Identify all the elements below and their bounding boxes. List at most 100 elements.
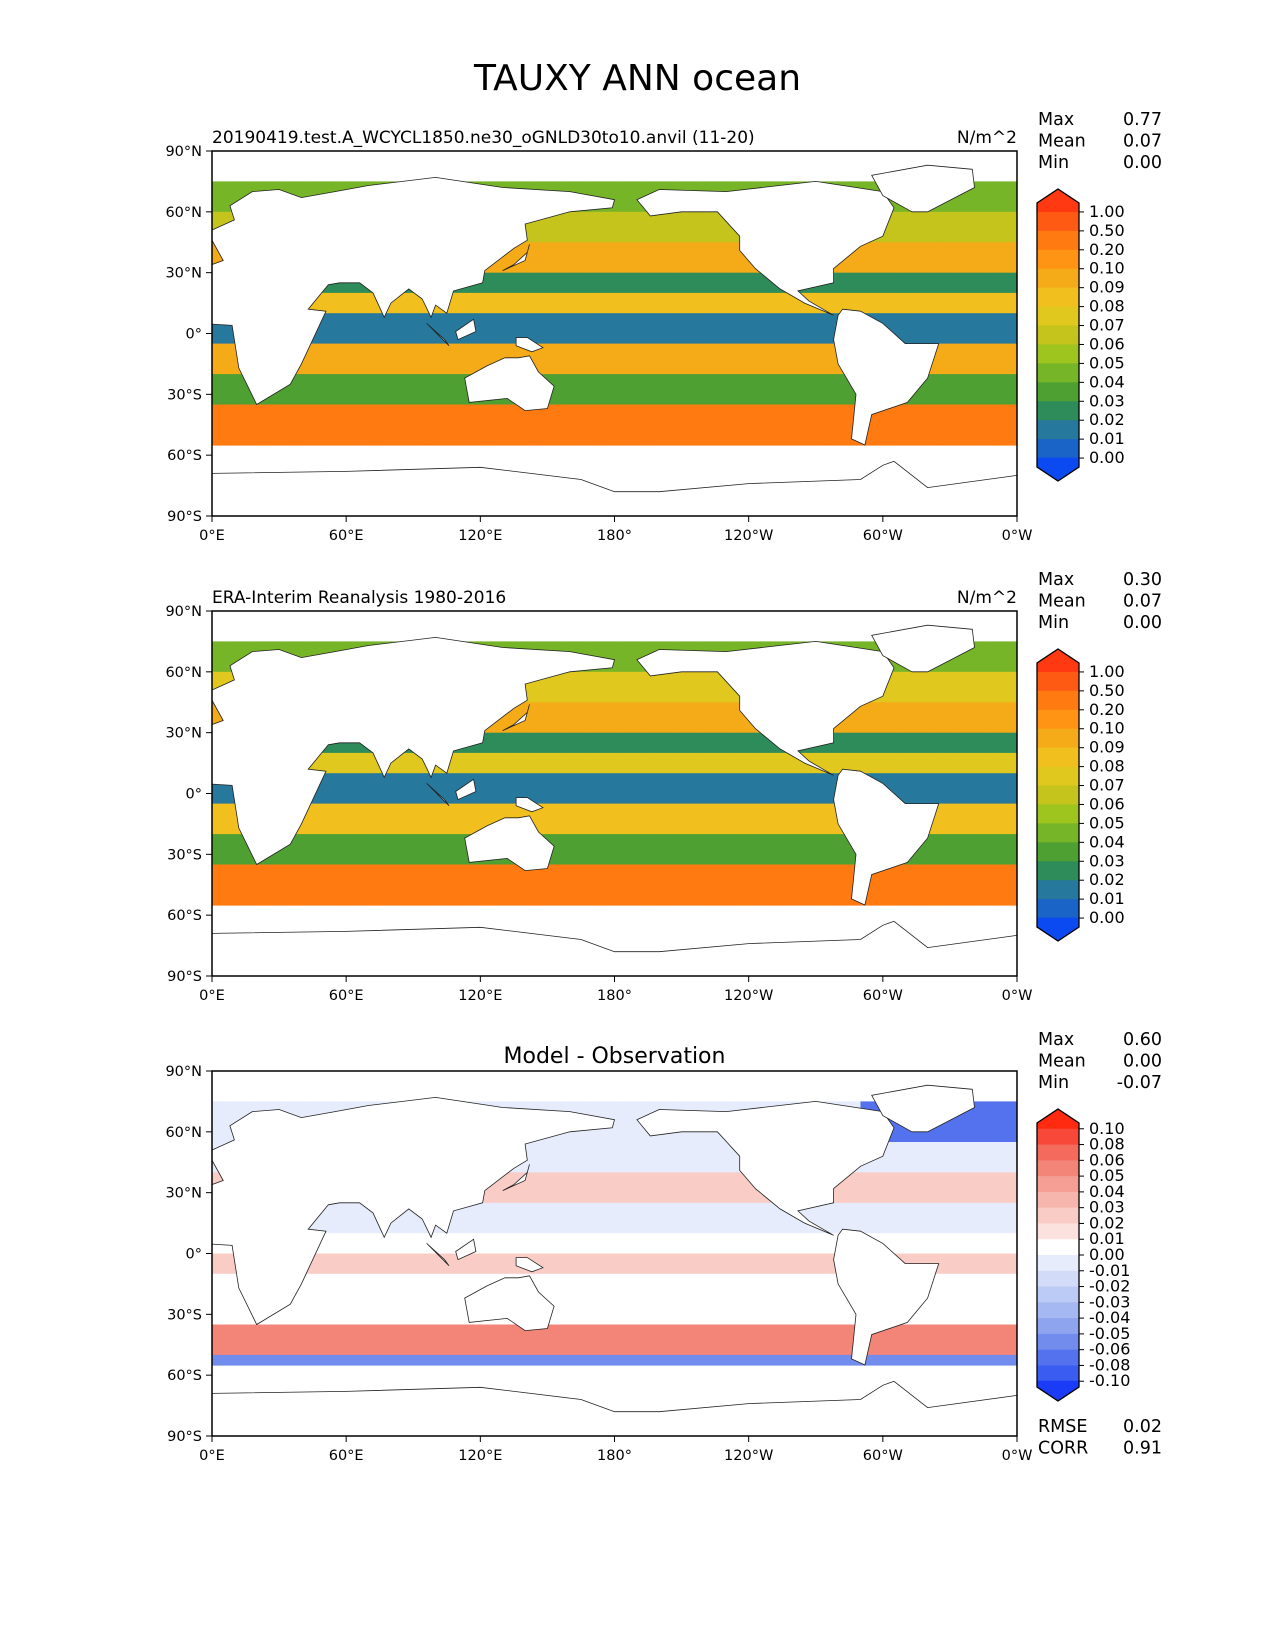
- colorbar-label: -0.10: [1089, 1371, 1130, 1390]
- colorbar-cell: [1037, 1270, 1079, 1288]
- land-mass: [426, 783, 450, 806]
- colorbar-cell: [1037, 230, 1079, 251]
- colorbar-label: 0.02: [1089, 870, 1125, 889]
- land-mass: [871, 1084, 975, 1133]
- colorbar-cell: [1037, 439, 1079, 459]
- stat-value: 0.30: [1123, 570, 1162, 590]
- y-tick-label: 90°S: [167, 969, 202, 985]
- stat-value: 0.02: [1123, 1417, 1162, 1437]
- land-mass: [426, 1243, 450, 1266]
- x-tick-label: 60°W: [863, 988, 903, 1004]
- stat-label: RMSE: [1038, 1417, 1087, 1437]
- colorbar-label: 0.02: [1089, 410, 1125, 429]
- colorbar-cell: [1037, 899, 1079, 919]
- colorbar-label: 0.00: [1089, 448, 1125, 467]
- colorbar-label: 0.07: [1089, 776, 1125, 795]
- colorbar-cell: [1037, 747, 1079, 768]
- colorbar-cell: [1037, 804, 1079, 824]
- colorbar-outline: [1036, 648, 1080, 942]
- stat-value: 0.00: [1123, 613, 1162, 633]
- colorbar-label: 0.10: [1089, 1119, 1125, 1138]
- colorbar-cell: [1037, 861, 1079, 881]
- land-mass: [212, 636, 616, 866]
- colorbar-label: 0.02: [1089, 1213, 1125, 1232]
- colorbar-label: 0.05: [1089, 353, 1125, 372]
- panel-test: 0°E 60°E 120°E 180° 120°W 60°W 0°W 90°N 60°N 30°N…: [165, 110, 1162, 544]
- x-tick-label: 180°: [597, 528, 632, 544]
- map-field-reference: [212, 611, 1017, 976]
- colorbar-label: 0.20: [1089, 240, 1125, 259]
- x-tick-label: 0°W: [1002, 988, 1033, 1004]
- colorbar-cell: [1037, 1191, 1079, 1209]
- colorbar-label: -0.05: [1089, 1324, 1130, 1343]
- panel-units: N/m^2: [957, 128, 1017, 148]
- panel-reference: 0°E 60°E 120°E 180° 120°W 60°W 0°W 90°N 60°N 30°N…: [165, 570, 1162, 1004]
- colorbar-label: 0.10: [1089, 259, 1125, 278]
- colorbar-cell: [1037, 420, 1079, 440]
- land-mass: [464, 815, 555, 872]
- colorbar-cell: [1037, 1144, 1079, 1161]
- colorbar-cell: [1037, 1239, 1079, 1256]
- colorbar-cell: [1037, 1128, 1079, 1146]
- colorbar-label: -0.04: [1089, 1308, 1130, 1327]
- colorbar-cell: [1037, 842, 1079, 862]
- land-mass: [502, 704, 530, 731]
- panel-title-left: ERA-Interim Reanalysis 1980-2016: [212, 588, 506, 608]
- x-tick-label: 0°W: [1002, 1448, 1033, 1464]
- colorbar-cell: [1037, 1318, 1079, 1335]
- colorbar-label: 0.04: [1089, 372, 1125, 391]
- figure-title: TAUXY ANN ocean: [473, 58, 802, 99]
- stat-label: Mean: [1038, 592, 1086, 612]
- colorbar-label: -0.02: [1089, 1277, 1130, 1296]
- colorbar: 0.100.080.060.050.040.030.020.010.00-0.0…: [1036, 1108, 1130, 1402]
- stat-value: -0.07: [1117, 1073, 1162, 1093]
- land-mass: [426, 323, 450, 346]
- panel-difference: 0°E 60°E 120°E 180° 120°W 60°W 0°W 90°N 60°N 30°N…: [165, 1030, 1162, 1464]
- land-mass: [636, 180, 895, 316]
- colorbar-cell: [1037, 325, 1079, 345]
- land-mass: [464, 1275, 555, 1332]
- y-tick-label: 60°S: [167, 1368, 202, 1384]
- colorbar-cell: [1037, 1286, 1079, 1303]
- y-tick-label: 90°N: [165, 604, 202, 620]
- colorbar-label: -0.08: [1089, 1355, 1130, 1374]
- land-mass: [833, 768, 940, 906]
- land-mass: [515, 1257, 544, 1273]
- colorbar-label: 0.50: [1089, 681, 1125, 700]
- colorbar-cell: [1037, 1255, 1079, 1272]
- colorbar-label: -0.03: [1089, 1292, 1130, 1311]
- colorbar-label: 0.08: [1089, 757, 1125, 776]
- colorbar-label: 0.05: [1089, 1166, 1125, 1185]
- stat-value: 0.07: [1123, 592, 1162, 612]
- land-mass: [455, 1238, 477, 1261]
- x-tick-label: 60°W: [863, 1448, 903, 1464]
- colorbar-outline: [1036, 1108, 1080, 1402]
- colorbar-label: 0.05: [1089, 813, 1125, 832]
- colorbar-cell: [1037, 1160, 1079, 1177]
- y-tick-label: 60°S: [167, 448, 202, 464]
- colorbar-label: 0.00: [1089, 908, 1125, 927]
- land-mass: [636, 640, 895, 776]
- x-tick-label: 120°E: [458, 528, 502, 544]
- land-mass: [502, 244, 530, 271]
- stat-label: Min: [1038, 153, 1069, 173]
- stat-label: CORR: [1038, 1439, 1088, 1459]
- colorbar-label: 0.09: [1089, 278, 1125, 297]
- colorbar-outline: [1036, 188, 1080, 482]
- x-tick-label: 0°E: [199, 1448, 225, 1464]
- colorbar-cell: [1037, 785, 1079, 805]
- y-tick-label: 90°N: [165, 144, 202, 160]
- x-tick-label: 120°W: [724, 988, 773, 1004]
- x-tick-label: 120°W: [724, 528, 773, 544]
- colorbar-label: 0.09: [1089, 738, 1125, 757]
- colorbar-label: 0.10: [1089, 719, 1125, 738]
- colorbar-label: 1.00: [1089, 202, 1125, 221]
- colorbar-cell: [1037, 363, 1079, 383]
- colorbar-cell: [1037, 344, 1079, 364]
- colorbar-cell: [1037, 401, 1079, 421]
- colorbar: 1.000.500.200.100.090.080.070.060.050.04…: [1036, 648, 1125, 942]
- colorbar-label: 0.04: [1089, 832, 1125, 851]
- x-tick-label: 120°E: [458, 988, 502, 1004]
- stat-value: 0.00: [1123, 1052, 1162, 1072]
